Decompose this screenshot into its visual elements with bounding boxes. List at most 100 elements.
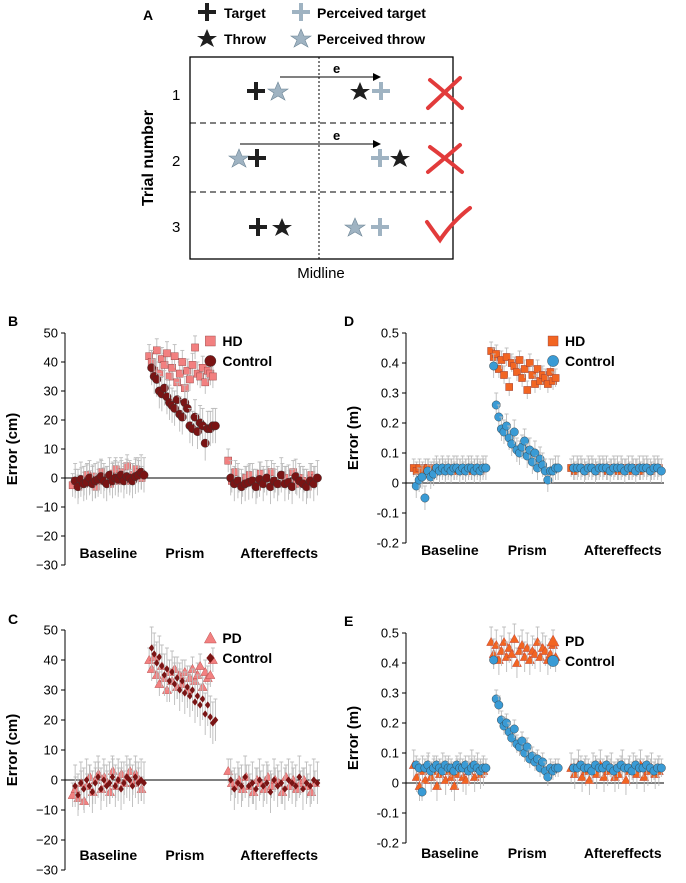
phase-label: Baseline [80,847,138,863]
data-point [292,782,299,790]
data-point [129,782,136,790]
data-point [201,378,210,387]
data-point [199,695,206,703]
data-point [499,636,509,646]
data-point [121,779,127,787]
data-point [282,785,288,793]
data-point [196,372,204,381]
data-point [161,671,168,679]
phase-label: Prism [165,545,204,561]
data-point [520,365,529,373]
perceived-throw-legend-icon [290,28,312,48]
perceived-target-legend-icon [292,3,310,21]
data-point [417,787,427,797]
data-point [227,776,234,784]
data-point [526,359,534,367]
data-point [518,374,526,382]
data-point [520,436,529,446]
phase-label: Baseline [421,845,479,861]
y-tick-label: -0.2 [377,536,399,551]
legend-marker [204,355,217,367]
trial-number-label: 1 [172,87,180,104]
y-tick-label: −30 [36,863,58,878]
incorrect-cross-icon [426,143,464,174]
data-point [98,785,104,793]
data-point [156,653,163,661]
trial-number-axis-title: Trial number [140,110,157,206]
trial-box [189,56,454,260]
error-label: e [333,61,340,76]
legend-throw-text: Throw [224,31,266,47]
data-point [191,343,199,352]
data-point [132,773,139,781]
data-point [494,700,504,710]
panel-b-chart: B −30 −20 −10 0 10 20 30 40 50 Error (cm) Baseline P… [4,313,322,573]
data-point [543,475,553,485]
legend-label: PD [222,630,241,646]
data-point [515,356,524,364]
trial-2-row: e [228,128,464,174]
trial-number-label: 2 [172,153,180,170]
throw-icon [350,82,370,100]
data-point [115,776,122,784]
phase-label: Baseline [80,545,138,561]
data-point [86,782,93,790]
data-point [533,365,542,373]
error-arrowhead [373,73,381,81]
data-point [192,698,198,706]
perceived-target-icon [371,218,389,236]
data-point [181,689,188,697]
legend-perceived-target-text: Perceived target [317,5,426,21]
panel-e-chart: E -0.2 -0.1 0 0.1 0.2 0.3 0.4 0.5 Error (m) Baseli… [344,613,666,861]
legend-marker [547,655,559,667]
data-point [158,662,165,670]
throw-legend-icon [197,29,217,47]
data-point [112,782,119,790]
data-point [170,352,179,361]
data-point [80,785,87,793]
y-tick-label: 20 [44,413,58,428]
legend-target-text: Target [224,5,266,21]
panel-label: D [344,313,354,329]
data-point [168,364,176,372]
perceived-target-icon [371,149,389,167]
data-point [502,353,511,361]
target-icon [247,82,265,100]
data-point [263,779,270,787]
perceived-throw-icon [344,217,366,237]
y-tick-label: 0.5 [381,326,399,341]
data-point [489,655,499,665]
data-point [256,776,263,784]
y-tick-label: 40 [44,355,58,370]
legend-label: Control [565,653,615,669]
data-point [188,361,197,369]
phase-label: Aftereffects [584,542,662,558]
data-point [118,785,124,793]
panel-a: A Target Perceived target Throw Perceive… [140,3,472,282]
y-tick-label: 50 [44,326,58,341]
y-tick-label: 0.1 [381,746,399,761]
data-point [151,650,158,658]
data-point [204,701,211,709]
data-point [276,470,286,480]
data-point [109,773,116,781]
data-point [235,779,241,787]
data-point [300,785,306,793]
panel-label: E [344,613,353,629]
data-point [75,791,81,799]
data-point [153,659,160,667]
data-point [184,683,191,691]
y-tick-label: 30 [44,384,58,399]
phase-label: Aftereffects [240,545,318,561]
panel-c-chart: C −30 −20 −10 0 10 20 30 40 50 Error (cm) Baseline P… [4,611,321,878]
data-point [197,701,203,709]
throw-icon [272,218,292,236]
y-tick-label: 20 [44,713,58,728]
correct-check-icon [425,206,472,244]
legend-marker [546,634,560,647]
data-point [179,677,186,685]
data-point [89,788,96,796]
data-point [507,733,517,743]
data-point [242,773,249,781]
y-axis-label: Error (m) [345,406,362,470]
